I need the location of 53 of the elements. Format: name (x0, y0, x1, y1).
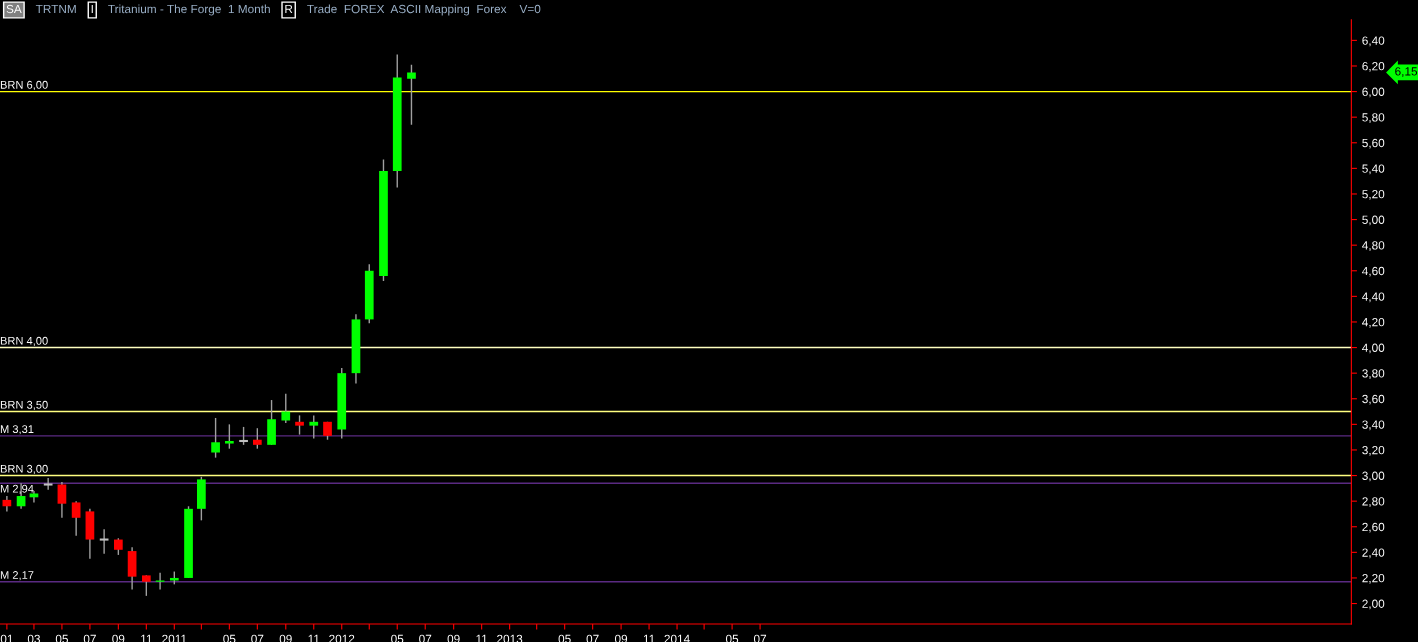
candlestick (225, 423, 234, 450)
y-tick-label: 4,80 (1362, 241, 1385, 251)
y-tick-label: 2,40 (1362, 548, 1385, 559)
candlestick (281, 392, 291, 424)
chart-subtitle: Tritanium - The Forge 1 Month (108, 4, 270, 16)
text: V=0 (519, 4, 541, 14)
x-tick-label: 11 (643, 634, 655, 642)
y-tick-label: 4,20 (1362, 318, 1385, 328)
candlestick (141, 574, 151, 597)
x-tick-label: 11 (476, 634, 488, 642)
candlestick (295, 414, 304, 436)
ref-line-label: M 2,17 (0, 571, 34, 581)
y-tick-label: 6,40 (1362, 36, 1385, 47)
ref-line-label: BRN 4,00 (0, 336, 48, 347)
chart-title: TRTNM (35, 4, 76, 14)
candlestick (42, 477, 54, 491)
candlestick (309, 414, 319, 440)
y-tick-label: 5,00 (1362, 215, 1385, 226)
y-tick-label: 4,00 (1362, 343, 1385, 354)
y-tick-label: 5,80 (1362, 113, 1385, 123)
ref-line-label: BRN 6,00 (0, 80, 48, 91)
text: SA (6, 4, 22, 14)
ref-line-label: BRN 3,00 (0, 464, 48, 475)
candlestick (252, 427, 262, 450)
x-tick-label: 11 (141, 634, 152, 642)
y-tick-label: 4,40 (1362, 292, 1385, 303)
text: Trade FOREX ASCII Mapping Forex (307, 4, 507, 16)
y-tick-label: 5,20 (1362, 190, 1385, 200)
candlestick (407, 64, 416, 126)
y-tick-label: 2,00 (1362, 599, 1385, 610)
y-tick-label: 3,00 (1362, 471, 1385, 482)
y-tick-label: 6,20 (1362, 62, 1385, 72)
candlestick (71, 500, 81, 537)
text: I (91, 4, 93, 14)
ref-line-label: M 2,94 (0, 484, 34, 494)
y-tick-label: 2,20 (1362, 573, 1385, 584)
y-tick-label: 3,20 (1362, 445, 1385, 456)
y-tick-label: 2,60 (1362, 522, 1385, 533)
y-tick-label: 3,40 (1362, 420, 1385, 431)
y-tick-label: 4,60 (1362, 266, 1385, 277)
y-tick-label: 5,60 (1362, 138, 1385, 149)
ref-line-label: BRN 3,50 (0, 400, 48, 411)
y-tick-label: 6,00 (1362, 87, 1385, 98)
ref-line-label: M 3,31 (0, 425, 34, 435)
candlestick (57, 481, 67, 519)
y-tick-label: 3,60 (1362, 394, 1385, 405)
y-tick-label: 5,40 (1362, 164, 1385, 175)
y-tick-label: 3,80 (1362, 369, 1385, 379)
y-tick-label: 2,80 (1362, 497, 1385, 507)
text: R (285, 4, 293, 14)
candlestick (211, 417, 220, 459)
text: 6,15 (1395, 67, 1418, 77)
x-tick-label: 11 (308, 634, 320, 642)
